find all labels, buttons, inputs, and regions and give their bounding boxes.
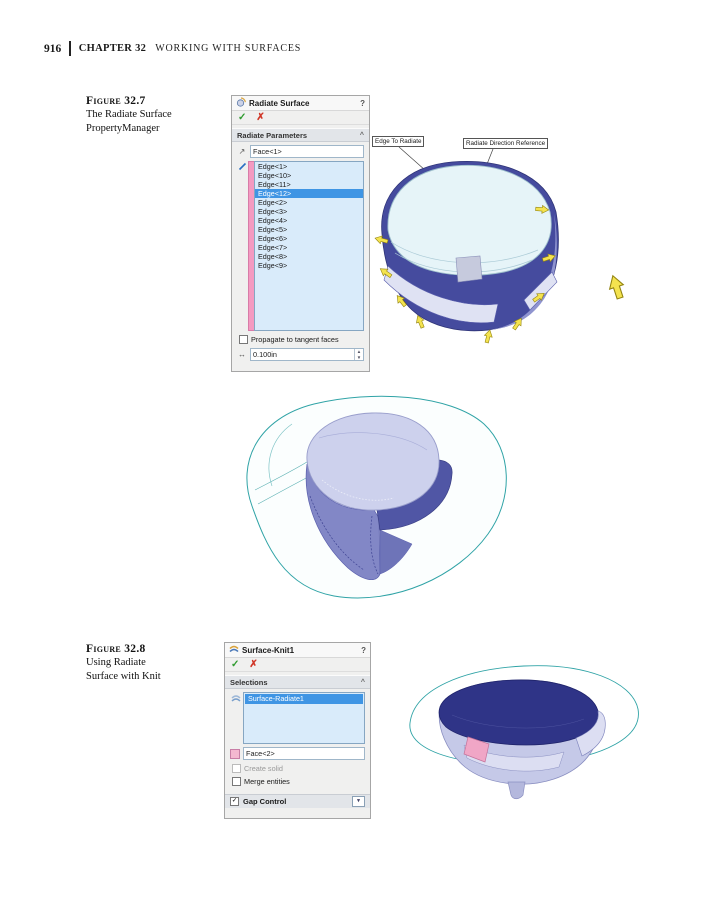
collapse-icon[interactable]: ^ [359, 131, 364, 139]
surfaces-listbox[interactable]: Surface-Radiate1 [243, 692, 365, 744]
caption-line: Surface with Knit [86, 670, 161, 682]
radiate-surface-propertymanager: Radiate Surface ? ✓ ✗ Radiate Parameters… [231, 95, 370, 372]
surface-knit-propertymanager: Surface-Knit1 ? ✓ ✗ Selections ^ Surface… [224, 642, 371, 819]
caption-line: PropertyManager [86, 122, 160, 134]
selection-color-strip [248, 161, 254, 331]
edge-icon [238, 162, 247, 173]
cancel-button[interactable]: ✗ [256, 111, 265, 123]
propagate-checkbox[interactable] [239, 335, 248, 344]
section-label: Selections [230, 677, 268, 687]
direction-arrows [374, 204, 625, 344]
face-icon [230, 748, 240, 759]
edge-list-item[interactable]: Edge<1> [258, 162, 288, 171]
section-label: Radiate Parameters [237, 130, 308, 140]
figure-32-7-model [374, 146, 625, 344]
ok-button[interactable]: ✓ [238, 111, 247, 123]
panel-actions: ✓ ✗ [225, 658, 370, 672]
distance-spinner[interactable]: ▲ ▼ [354, 349, 363, 360]
radiate-distance-icon: ↔ [238, 350, 246, 359]
face-field[interactable]: Face<2> [243, 747, 365, 760]
caption-line: The Radiate Surface [86, 109, 172, 120]
panel-title-bar: Radiate Surface ? [232, 96, 369, 111]
edge-list-item[interactable]: Edge<4> [258, 216, 288, 225]
edge-list-item[interactable]: Edge<3> [258, 207, 288, 216]
edge-list-item[interactable]: Edge<11> [258, 180, 291, 189]
figure-32-8-model [409, 665, 639, 800]
radiate-distance-value[interactable]: 0.100in [253, 350, 277, 359]
propagate-label: Propagate to tangent faces [251, 335, 339, 344]
callout-edge-to-radiate: Edge To Radiate [372, 136, 425, 147]
panel-title: Surface-Knit1 [242, 645, 295, 655]
collapse-icon[interactable]: ^ [360, 678, 365, 686]
edge-list-item[interactable]: Edge<2> [258, 198, 288, 207]
surface-list-item-selected[interactable]: Surface-Radiate1 [245, 694, 363, 704]
surface-knit-icon [229, 644, 239, 656]
page-number: 916 [44, 42, 62, 55]
selections-section-header[interactable]: Selections ^ [225, 675, 370, 689]
page-header: 916 CHAPTER 32 WORKING WITH SURFACES [44, 41, 301, 56]
merge-entities-label: Merge entities [244, 777, 290, 786]
edge-list-item[interactable]: Edge<9> [258, 261, 288, 270]
chapter-label: CHAPTER 32 [78, 43, 147, 54]
create-solid-label: Create solid [244, 764, 283, 773]
edge-list-item[interactable]: Edge<6> [258, 234, 288, 243]
caption-line: Using Radiate [86, 657, 146, 668]
direction-reference-field[interactable]: Face<1> [250, 145, 364, 158]
gap-control-section-header[interactable]: ✓ Gap Control ▾ [225, 794, 370, 808]
figure-32-7-caption: Figure 32.7 The Radiate Surface Property… [86, 95, 172, 135]
spin-down-icon[interactable]: ▼ [356, 354, 362, 360]
figure-32-8-caption: Figure 32.8 Using Radiate Surface with K… [86, 643, 161, 683]
header-divider [69, 41, 71, 56]
edge-list-item[interactable]: Edge<7> [258, 243, 288, 252]
edge-list-item[interactable]: Edge<8> [258, 252, 288, 261]
callout-radiate-direction-reference: Radiate Direction Reference [463, 138, 549, 149]
edges-selection-area: Edge<1> Edge<10> Edge<11> Edge<12> Edge<… [237, 161, 364, 331]
figure-label: Figure 32.7 [86, 95, 146, 107]
surfaces-to-knit-icon [231, 693, 241, 705]
expand-icon[interactable]: ▾ [352, 796, 365, 807]
help-icon[interactable]: ? [361, 645, 366, 655]
help-icon[interactable]: ? [360, 98, 365, 108]
edges-listbox[interactable]: Edge<1> Edge<10> Edge<11> Edge<12> Edge<… [254, 161, 364, 331]
knit-selection-area: Surface-Radiate1 [230, 692, 365, 744]
spin-up-icon[interactable]: ▲ [356, 349, 362, 354]
chapter-title: WORKING WITH SURFACES [155, 43, 302, 54]
panel-actions: ✓ ✗ [232, 111, 369, 125]
radiate-surface-icon [236, 97, 246, 109]
gap-control-checkbox[interactable]: ✓ [230, 797, 239, 806]
merge-entities-checkbox[interactable] [232, 777, 241, 786]
cancel-button[interactable]: ✗ [249, 658, 258, 670]
edge-list-item-selected[interactable]: Edge<12> [255, 189, 363, 198]
radiated-surface-result-model [246, 395, 507, 599]
direction-reference-icon: ↗ [238, 147, 246, 156]
ok-button[interactable]: ✓ [231, 658, 240, 670]
figure-label: Figure 32.8 [86, 643, 146, 655]
radiate-distance-field[interactable]: 0.100in ▲ ▼ [250, 348, 364, 361]
radiate-parameters-section-header[interactable]: Radiate Parameters ^ [232, 128, 369, 142]
edge-list-item[interactable]: Edge<5> [258, 225, 288, 234]
edge-list-item[interactable]: Edge<10> [258, 171, 292, 180]
panel-title: Radiate Surface [249, 98, 310, 108]
create-solid-checkbox [232, 764, 241, 773]
gap-control-label: Gap Control [243, 797, 287, 806]
panel-title-bar: Surface-Knit1 ? [225, 643, 370, 658]
